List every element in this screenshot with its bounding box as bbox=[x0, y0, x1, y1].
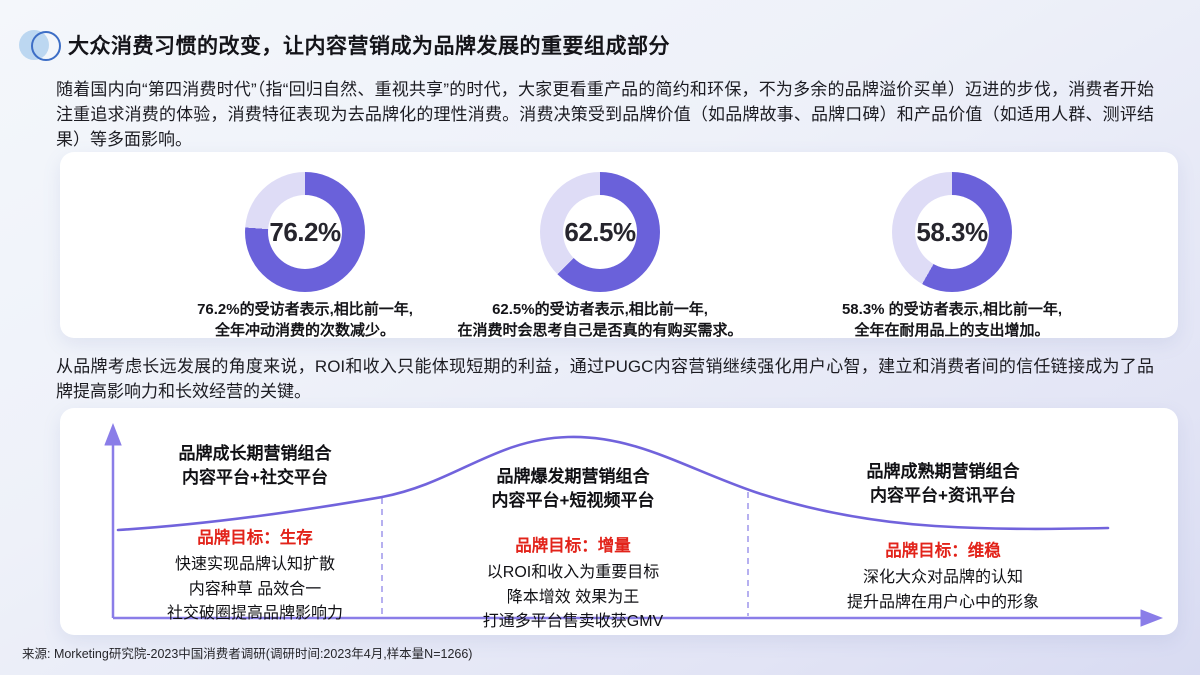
stage-header-line: 品牌爆发期营销组合 bbox=[496, 467, 650, 486]
stage-header-line: 内容平台+短视频平台 bbox=[491, 491, 655, 510]
stage-column-growth: 品牌成长期营销组合 内容平台+社交平台 品牌目标：生存 快速实现品牌认知扩散 内… bbox=[115, 442, 395, 627]
stage-point: 降本增效 效果为王 bbox=[506, 588, 640, 606]
stage-column-maturity: 品牌成熟期营销组合 内容平台+资讯平台 品牌目标：维稳 深化大众对品牌的认知 提… bbox=[778, 460, 1108, 615]
donut-value-label: 62.5% bbox=[564, 216, 636, 247]
insight-paragraph: 从品牌考虑长远发展的角度来说，ROI和收入只能体现短期的利益，通过PUGC内容营… bbox=[56, 357, 1154, 401]
stage-header-line: 内容平台+资讯平台 bbox=[870, 486, 1016, 505]
stage-column-explosion: 品牌爆发期营销组合 内容平台+短视频平台 品牌目标：增量 以ROI和收入为重要目… bbox=[408, 465, 738, 635]
overlapping-circles-icon bbox=[18, 28, 61, 62]
caption-line: 58.3% 的受访者表示,相比前一年, bbox=[841, 301, 1063, 318]
lifecycle-curve-chart bbox=[104, 423, 1163, 627]
stage-points: 快速实现品牌认知扩散 内容种草 品效合一 社交破圈提高品牌影响力 bbox=[115, 553, 395, 627]
stage-goal: 品牌目标：增量 bbox=[515, 537, 631, 555]
lifecycle-curve bbox=[116, 435, 1110, 532]
donut-caption: 58.3% 的受访者表示,相比前一年, 全年在耐用品上的支出增加。 bbox=[787, 299, 1117, 341]
intro-paragraph: 随着国内向“第四消费时代”（指“回归自然、重视共享”的时代，大家更看重产品的简约… bbox=[56, 80, 1154, 149]
stage-header-line: 内容平台+社交平台 bbox=[182, 468, 328, 487]
stage-header: 品牌爆发期营销组合 内容平台+短视频平台 bbox=[408, 465, 738, 513]
donut-value-label: 58.3% bbox=[916, 216, 988, 247]
stats-card: 76.2% 76.2%的受访者表示,相比前一年, 全年冲动消费的次数减少。 62… bbox=[60, 152, 1178, 341]
stage-header: 品牌成长期营销组合 内容平台+社交平台 bbox=[115, 442, 395, 490]
caption-line: 在消费时会思考自己是否真的有购买需求。 bbox=[457, 322, 743, 339]
stage-point: 以ROI和收入为重要目标 bbox=[486, 564, 660, 581]
caption-line: 全年冲动消费的次数减少。 bbox=[214, 322, 395, 339]
outlined-circle-icon bbox=[31, 31, 61, 61]
donut-chart-need: 62.5% bbox=[540, 172, 660, 292]
title-row: 大众消费习惯的改变，让内容营销成为品牌发展的重要组成部分 bbox=[18, 28, 670, 62]
page-title: 大众消费习惯的改变，让内容营销成为品牌发展的重要组成部分 bbox=[68, 35, 670, 58]
stage-goal: 品牌目标：维稳 bbox=[885, 542, 1001, 560]
lifecycle-card: 品牌成长期营销组合 内容平台+社交平台 品牌目标：生存 快速实现品牌认知扩散 内… bbox=[60, 408, 1178, 635]
donut-block-durables: 58.3% 58.3% 的受访者表示,相比前一年, 全年在耐用品上的支出增加。 bbox=[787, 152, 1117, 341]
source-note: 来源: Morketing研究院-2023中国消费者调研(调研时间:2023年4… bbox=[22, 647, 473, 661]
donut-value-label: 76.2% bbox=[269, 216, 341, 247]
stage-point: 内容种草 品效合一 bbox=[188, 580, 322, 598]
stage-header-line: 品牌成熟期营销组合 bbox=[866, 462, 1020, 481]
donut-chart-durables: 58.3% bbox=[892, 172, 1012, 292]
stage-points: 深化大众对品牌的认知 提升品牌在用户心中的形象 bbox=[778, 566, 1108, 615]
donut-caption: 76.2%的受访者表示,相比前一年, 全年冲动消费的次数减少。 bbox=[145, 299, 465, 341]
donut-caption: 62.5%的受访者表示,相比前一年, 在消费时会思考自己是否真的有购买需求。 bbox=[435, 299, 765, 341]
stage-header-line: 品牌成长期营销组合 bbox=[178, 444, 332, 463]
stage-header: 品牌成熟期营销组合 内容平台+资讯平台 bbox=[778, 460, 1108, 508]
stage-goal: 品牌目标：生存 bbox=[197, 529, 313, 547]
donut-block-need: 62.5% 62.5%的受访者表示,相比前一年, 在消费时会思考自己是否真的有购… bbox=[435, 152, 765, 341]
stage-point: 社交破圈提高品牌影响力 bbox=[166, 605, 343, 622]
stage-point: 深化大众对品牌的认知 bbox=[862, 569, 1023, 586]
caption-line: 全年在耐用品上的支出增加。 bbox=[854, 322, 1050, 339]
stage-point: 快速实现品牌认知扩散 bbox=[174, 556, 335, 573]
stage-points: 以ROI和收入为重要目标 降本增效 效果为王 打通多平台售卖收获GMV bbox=[408, 561, 738, 635]
donut-block-impulse: 76.2% 76.2%的受访者表示,相比前一年, 全年冲动消费的次数减少。 bbox=[145, 152, 465, 341]
stage-point: 打通多平台售卖收获GMV bbox=[482, 613, 664, 630]
stage-point: 提升品牌在用户心中的形象 bbox=[846, 593, 1039, 611]
donut-chart-impulse: 76.2% bbox=[245, 172, 365, 292]
caption-line: 76.2%的受访者表示,相比前一年, bbox=[197, 301, 413, 318]
caption-line: 62.5%的受访者表示,相比前一年, bbox=[492, 301, 708, 318]
